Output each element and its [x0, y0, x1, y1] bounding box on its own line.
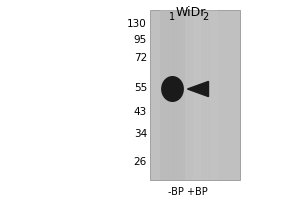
Text: 34: 34 — [134, 129, 147, 139]
Text: 130: 130 — [127, 19, 147, 29]
Bar — [193, 10, 218, 180]
Text: 2: 2 — [202, 12, 208, 22]
Text: WiDr: WiDr — [175, 6, 206, 19]
Bar — [150, 10, 240, 180]
Text: 43: 43 — [134, 107, 147, 117]
Text: 55: 55 — [134, 83, 147, 93]
Polygon shape — [188, 81, 208, 97]
Bar — [160, 10, 185, 180]
Ellipse shape — [161, 76, 184, 102]
Text: 95: 95 — [134, 35, 147, 45]
Text: 1: 1 — [169, 12, 175, 22]
Text: -BP +BP: -BP +BP — [168, 187, 207, 197]
Text: 72: 72 — [134, 53, 147, 63]
Text: 26: 26 — [134, 157, 147, 167]
